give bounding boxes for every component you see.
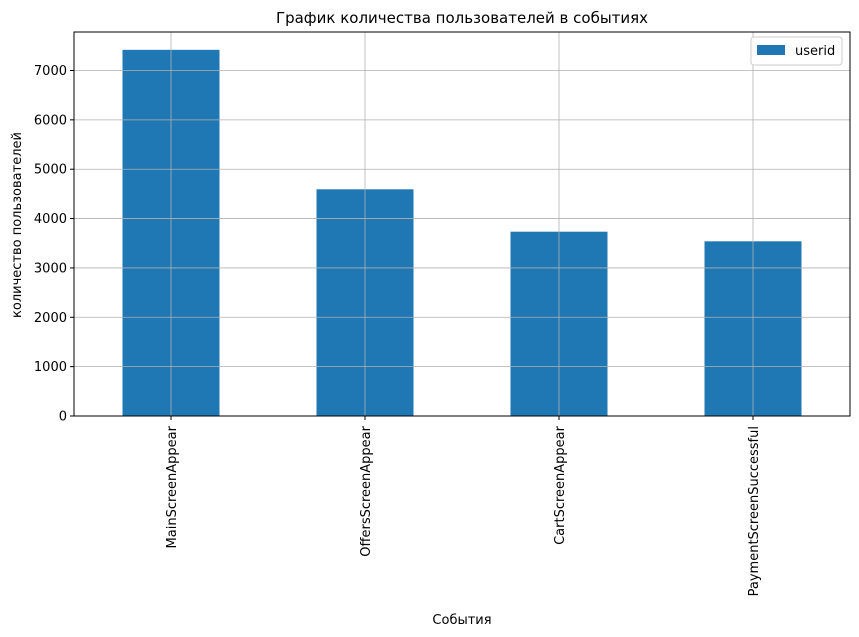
x-tick-label: CartScreenAppear: [553, 425, 568, 545]
x-tick-label: MainScreenAppear: [165, 425, 180, 548]
y-tick-label: 2000: [34, 311, 67, 326]
chart-title: График количества пользователей в событи…: [276, 9, 648, 27]
legend-label: userid: [795, 44, 835, 59]
y-tick-label: 4000: [34, 212, 67, 227]
y-tick-label: 1000: [34, 360, 67, 375]
legend: userid: [750, 36, 843, 66]
y-tick-label: 7000: [34, 64, 67, 79]
y-axis-label: количество пользователей: [10, 132, 25, 318]
y-tick-label: 3000: [34, 261, 67, 276]
y-tick-label: 0: [59, 410, 67, 425]
bars-layer: [122, 49, 802, 416]
axes-layer: [73, 31, 851, 417]
ticks-layer: 0 1000 2000 3000 4000 5000 6000 7000 MainScreenA…: [34, 64, 762, 596]
y-tick-label: 6000: [34, 113, 67, 128]
legend-frame: [750, 36, 843, 66]
x-axis-label: События: [432, 613, 491, 628]
legend-swatch: [757, 45, 785, 55]
x-tick-label: OffersScreenAppear: [359, 425, 374, 556]
x-tick-label: PaymentScreenSuccessful: [747, 426, 762, 596]
plot-frame: [73, 31, 851, 417]
y-tick-label: 5000: [34, 163, 67, 178]
